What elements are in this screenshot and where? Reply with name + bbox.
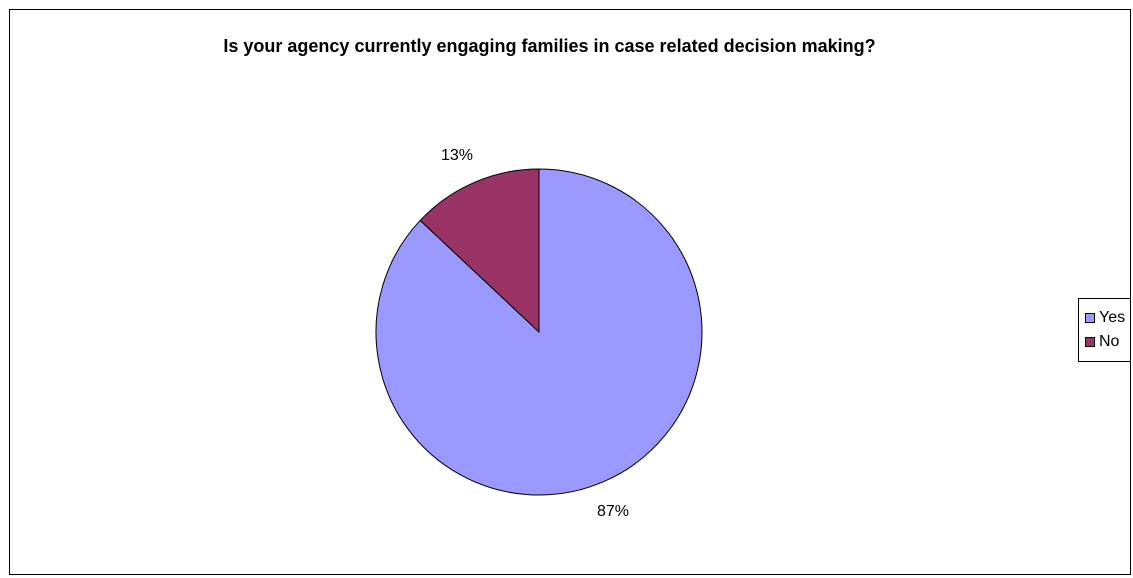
legend-item-no: No (1085, 332, 1119, 352)
legend-item-yes: Yes (1085, 308, 1125, 328)
legend-label-no: No (1099, 333, 1120, 350)
data-label-yes: 87% (597, 503, 629, 520)
chart-title: Is your agency currently engaging famili… (223, 36, 876, 56)
legend: Yes No (1078, 298, 1130, 362)
pie-slice-no (419, 168, 540, 334)
data-label-no: 13% (441, 147, 473, 164)
legend-swatch-no (1085, 337, 1095, 347)
legend-label-yes: Yes (1099, 309, 1126, 326)
pie-chart: 87% 13% (375, 147, 703, 520)
chart-area: Is your agency currently engaging famili… (9, 9, 1131, 575)
legend-swatch-yes (1085, 313, 1095, 323)
